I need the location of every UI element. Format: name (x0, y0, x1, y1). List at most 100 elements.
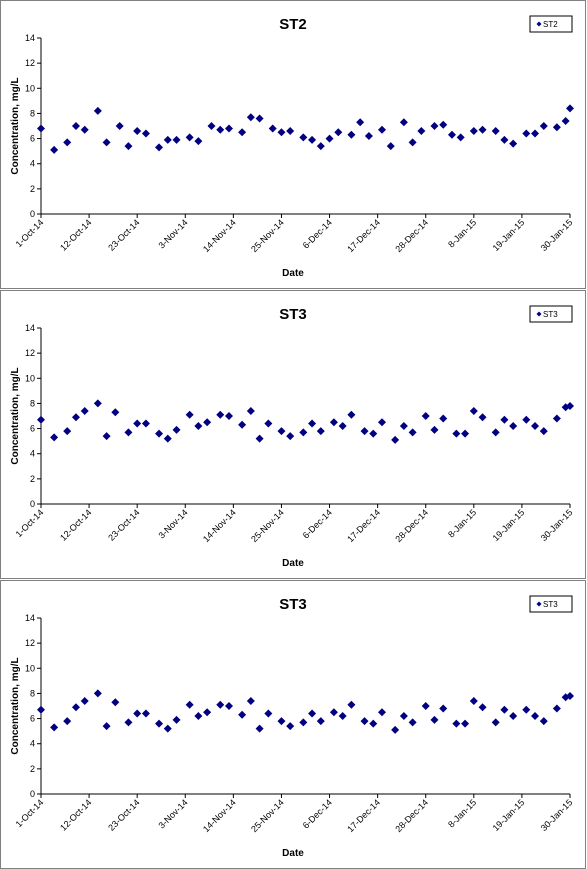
data-point (347, 700, 356, 709)
chart-st3-a: ST3 0 2 4 6 8 10 12 14 1-Oct-14 12-Oct-14 23-Oct-14… (10, 305, 575, 569)
data-point (391, 725, 400, 734)
data-point (539, 427, 548, 436)
chart-title: ST3 (279, 306, 307, 323)
data-point (509, 422, 518, 431)
y-tick-label: 2 (30, 184, 35, 194)
data-point (386, 142, 395, 151)
data-point (133, 709, 142, 718)
x-tick-label: 23-Oct-14 (106, 797, 141, 832)
data-point (439, 414, 448, 423)
y-tick-label: 14 (25, 323, 35, 333)
data-point (500, 135, 509, 144)
data-point (522, 705, 531, 714)
y-tick-label: 10 (25, 663, 35, 673)
data-point (163, 135, 172, 144)
data-point (566, 104, 574, 113)
y-tick-label: 0 (30, 209, 35, 219)
data-point (391, 435, 400, 444)
y-axis-label: Concentration, mg/L (10, 367, 21, 464)
legend-label: ST3 (543, 600, 558, 609)
data-point (194, 712, 203, 721)
data-point (216, 410, 225, 419)
legend-box (529, 595, 573, 613)
data-point (552, 414, 561, 423)
data-point (399, 118, 408, 127)
x-tick-label: 3-Nov-14 (156, 217, 189, 250)
data-point (216, 700, 225, 709)
data-point (338, 422, 347, 431)
data-point (308, 135, 317, 144)
data-point (277, 427, 286, 436)
data-point (338, 712, 347, 721)
chart-panel-st3-top: ST3 0 2 4 6 8 10 12 14 1-Oct-14 12-Oct-14 23-Oct-14… (0, 290, 586, 579)
data-point (408, 718, 417, 727)
legend-box (529, 15, 573, 33)
data-point (439, 704, 448, 713)
data-point (63, 427, 72, 436)
x-tick-label: 19-Jan-15 (491, 217, 527, 253)
chart-st2: ST2 0 2 4 6 8 10 12 14 1-Oct-14 12-Oct-14 23-Oct-14… (10, 15, 574, 279)
y-tick-label: 12 (25, 638, 35, 648)
data-point (329, 708, 338, 717)
data-point (37, 415, 45, 424)
x-tick-label: 17-Dec-14 (345, 217, 382, 254)
data-point (531, 129, 540, 138)
legend-label: ST2 (543, 20, 558, 29)
data-point (566, 691, 574, 700)
data-point (369, 719, 378, 728)
data-point (408, 138, 417, 147)
y-tick-label: 4 (30, 159, 35, 169)
data-point (439, 120, 448, 129)
y-tick-label: 6 (30, 134, 35, 144)
data-point (141, 129, 150, 138)
data-point (316, 142, 325, 151)
data-point (71, 122, 80, 130)
y-axis-label: Concentration, mg/L (10, 657, 21, 754)
data-point (334, 128, 343, 137)
x-tick-label: 30-Jan-15 (539, 507, 575, 543)
x-tick-label: 14-Nov-14 (201, 507, 238, 544)
x-tick-label: 28-Dec-14 (393, 507, 430, 544)
data-point (277, 128, 286, 137)
x-tick-label: 12-Oct-14 (58, 507, 93, 542)
x-axis-label: Date (282, 848, 304, 859)
data-point (155, 143, 164, 152)
legend: ST3 (529, 305, 573, 323)
data-point (347, 130, 356, 139)
y-axis-label: Concentration, mg/L (10, 77, 21, 174)
data-point (325, 134, 334, 143)
data-point (124, 142, 133, 151)
data-point (268, 124, 277, 133)
data-point (194, 422, 203, 431)
data-point (316, 427, 325, 436)
data-point (246, 113, 255, 122)
chart-panel-st2: ST2 0 2 4 6 8 10 12 14 1-Oct-14 12-Oct-14 23-Oct-14… (0, 0, 586, 289)
data-point (308, 709, 317, 718)
data-point (172, 425, 181, 434)
data-point (447, 130, 456, 139)
data-point (216, 125, 225, 134)
x-tick-label: 6-Dec-14 (301, 507, 334, 540)
x-tick-label: 25-Nov-14 (249, 797, 286, 834)
x-tick-label: 1-Oct-14 (14, 797, 46, 829)
y-tick-label: 12 (25, 58, 35, 68)
y-tick-label: 14 (25, 33, 35, 43)
data-point (185, 700, 194, 709)
data-point (203, 708, 212, 717)
data-point (430, 425, 439, 434)
data-point (421, 702, 430, 710)
data-point (329, 418, 338, 427)
data-point (133, 127, 142, 136)
data-point (155, 719, 164, 728)
data-point (185, 410, 194, 419)
data-point (238, 710, 247, 719)
data-point (50, 433, 59, 442)
data-point (93, 106, 102, 115)
data-point (185, 133, 194, 142)
data-point (124, 428, 133, 437)
data-point (50, 145, 59, 154)
data-point (500, 705, 509, 714)
data-point (246, 696, 255, 705)
x-tick-label: 25-Nov-14 (249, 217, 286, 254)
data-point (155, 429, 164, 438)
